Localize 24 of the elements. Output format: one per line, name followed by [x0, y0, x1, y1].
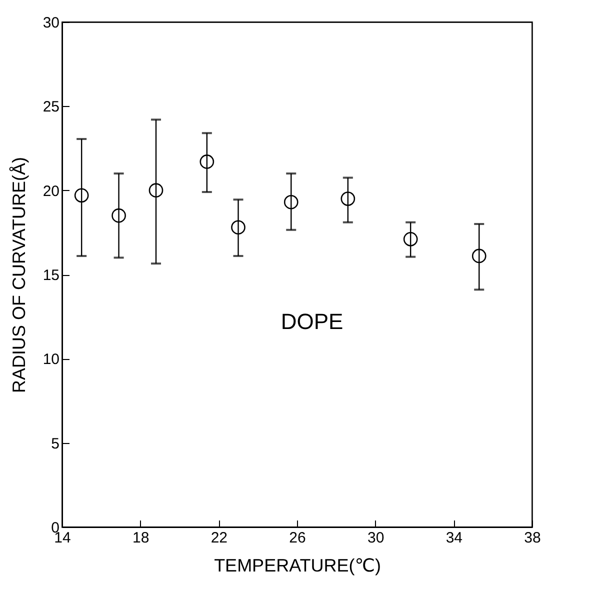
y-tick-label: 30	[42, 14, 60, 32]
point	[231, 220, 246, 235]
x-tick-label: 26	[289, 530, 306, 546]
point	[112, 208, 126, 223]
point	[340, 192, 356, 206]
y-tick-label: 20	[42, 182, 60, 200]
x-axis-title: TEMPERATURE(℃)	[214, 556, 381, 576]
annotation: DOPE	[280, 309, 344, 334]
y-tick-label: 5	[51, 435, 60, 452]
point	[472, 248, 486, 264]
x-tick-label: 18	[132, 530, 150, 546]
point	[284, 194, 298, 210]
point	[148, 183, 164, 198]
y-tick-label: 15	[42, 267, 60, 284]
point	[200, 154, 214, 169]
y-tick-label: 25	[42, 98, 60, 116]
y-tick-label: 10	[42, 351, 60, 368]
point	[403, 232, 418, 246]
x-tick-label: 38	[524, 530, 541, 546]
x-tick-label: 34	[446, 530, 463, 546]
x-tick-label: 22	[210, 530, 228, 546]
x-tick-label: 30	[367, 530, 384, 546]
point	[74, 188, 89, 203]
y-axis-title: RADIUS OF CURVATURE(Å)	[8, 156, 29, 394]
